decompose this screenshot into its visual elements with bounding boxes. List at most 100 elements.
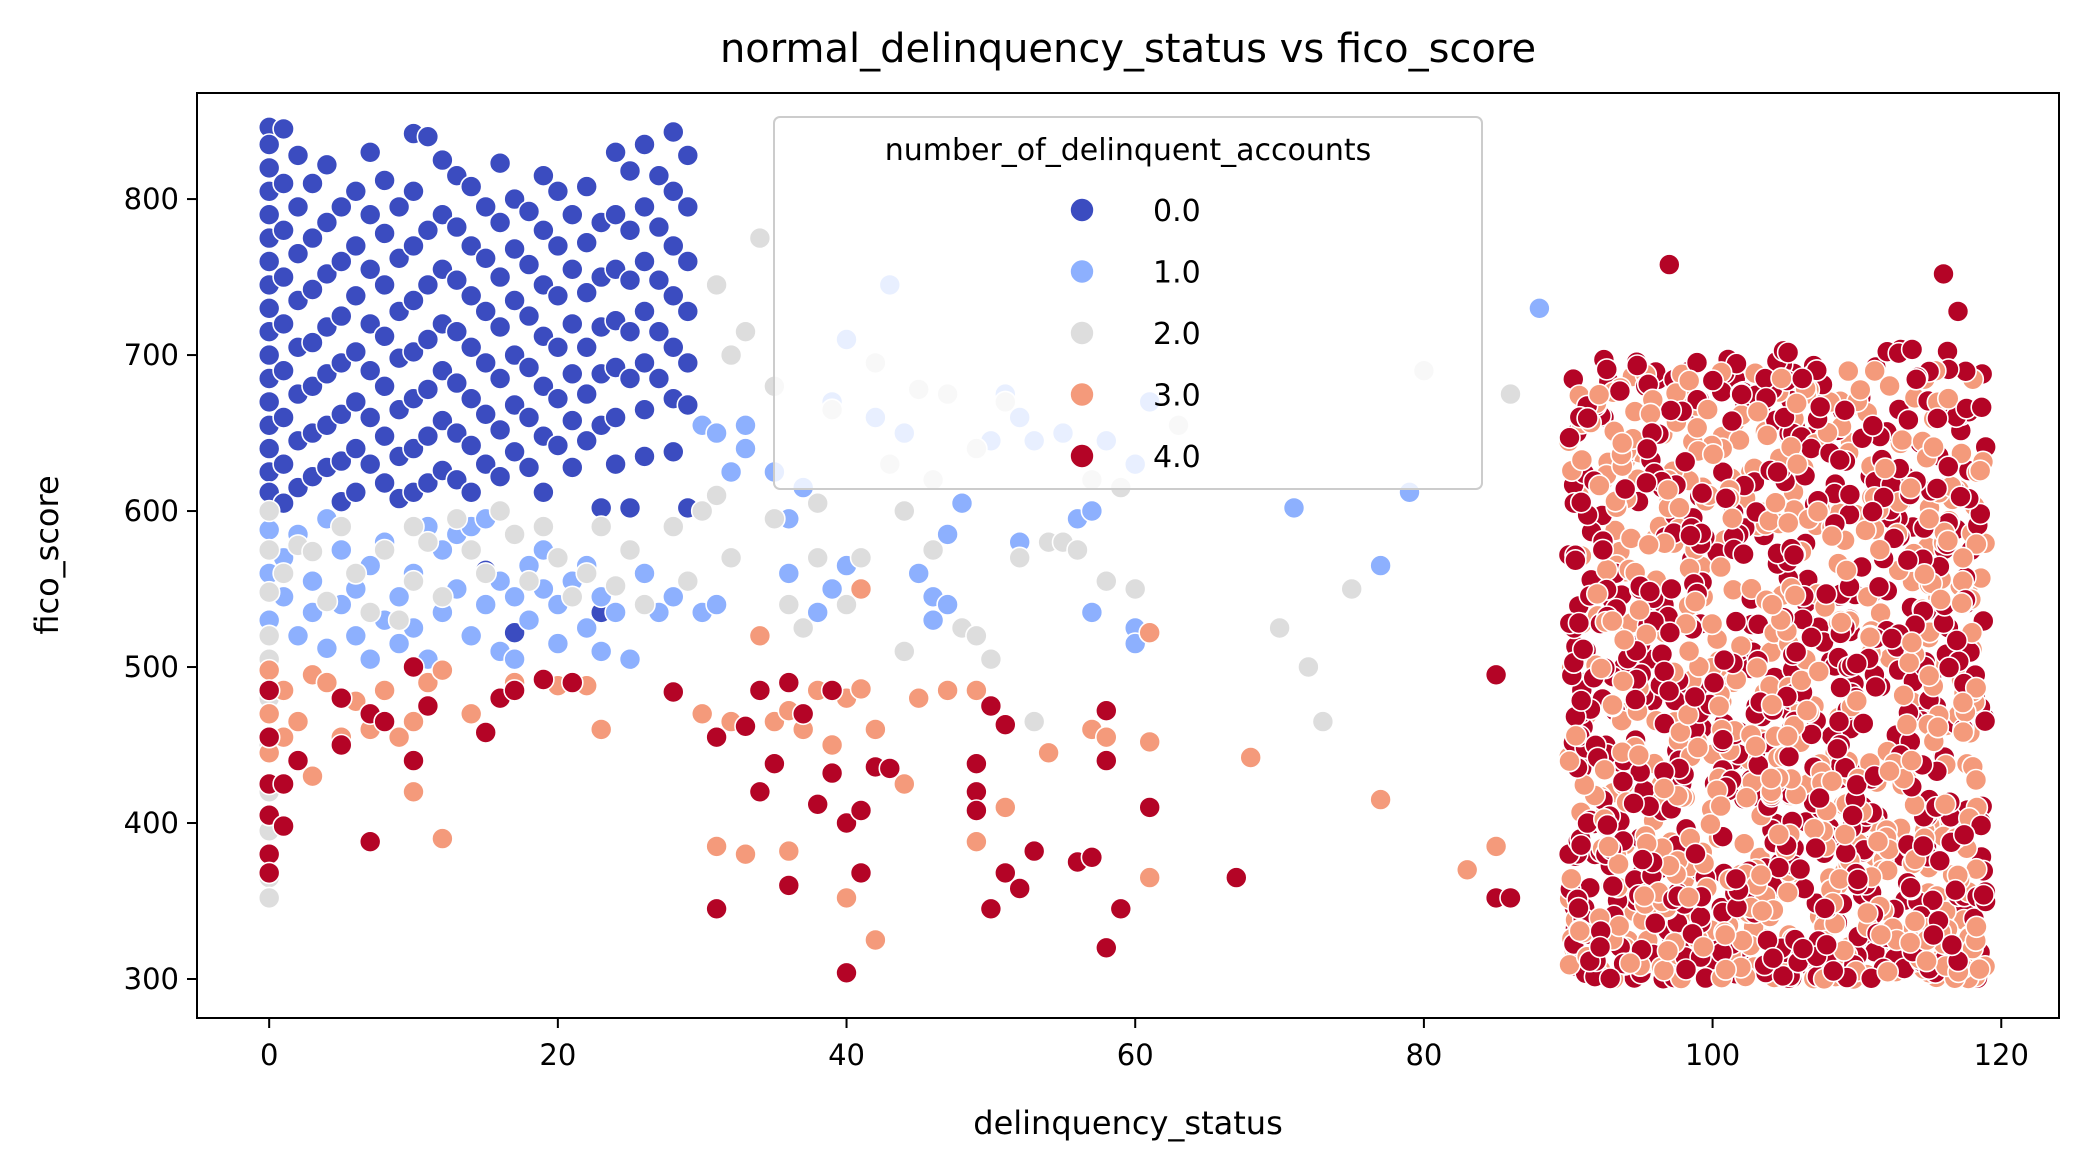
data-point-0-0 <box>301 172 324 195</box>
data-point-0-0 <box>358 257 382 281</box>
data-point-2-0 <box>618 538 642 562</box>
data-point-0-0 <box>272 312 295 336</box>
data-point-3-0 <box>1656 478 1680 502</box>
data-point-3-0 <box>1589 657 1613 680</box>
data-point-0-0 <box>272 172 295 195</box>
data-point-2-0 <box>1022 710 1046 733</box>
data-point-0-0 <box>358 203 382 226</box>
data-point-4-0 <box>1657 679 1681 703</box>
data-point-4-0 <box>1861 500 1884 524</box>
data-point-0-0 <box>373 169 396 192</box>
data-point-4-0 <box>965 752 988 776</box>
data-point-0-0 <box>474 300 498 323</box>
data-point-3-0 <box>1785 392 1808 415</box>
data-point-4-0 <box>777 874 801 897</box>
data-point-0-0 <box>416 328 440 351</box>
data-point-4-0 <box>777 671 801 694</box>
data-point-4-0 <box>835 961 858 985</box>
data-point-0-0 <box>503 621 526 645</box>
legend-label: 2.0 <box>1153 317 1201 352</box>
data-point-0-0 <box>676 393 700 417</box>
data-point-3-0 <box>1652 959 1676 982</box>
data-point-0-0 <box>661 180 685 203</box>
data-point-1-0 <box>546 632 570 655</box>
data-point-0-0 <box>575 231 599 254</box>
data-point-0-0 <box>402 340 425 364</box>
data-point-3-0 <box>1735 786 1758 810</box>
data-point-3-0 <box>1597 835 1620 858</box>
data-point-1-0 <box>734 413 757 437</box>
data-point-1-0 <box>705 421 728 445</box>
data-point-3-0 <box>1369 788 1392 811</box>
data-point-4-0 <box>1922 923 1945 947</box>
data-point-4-0 <box>1567 611 1591 635</box>
data-point-3-0 <box>431 658 454 682</box>
data-point-4-0 <box>1660 577 1683 601</box>
data-point-4-0 <box>257 861 281 885</box>
data-point-4-0 <box>329 733 353 757</box>
data-point-4-0 <box>1822 959 1845 983</box>
data-point-3-0 <box>1837 359 1860 383</box>
data-point-3-0 <box>1558 749 1581 773</box>
data-point-4-0 <box>1777 745 1801 769</box>
data-point-0-0 <box>575 429 599 453</box>
data-point-0-0 <box>358 406 382 429</box>
legend-marker <box>1069 443 1095 469</box>
data-point-4-0 <box>1969 502 1992 526</box>
data-point-4-0 <box>979 694 1003 718</box>
data-point-4-0 <box>1569 833 1593 857</box>
data-point-4-0 <box>1724 867 1748 891</box>
data-point-2-0 <box>835 593 858 616</box>
data-point-4-0 <box>1571 637 1595 661</box>
data-point-3-0 <box>1820 769 1844 793</box>
data-point-4-0 <box>1569 490 1593 514</box>
data-point-0-0 <box>575 335 599 359</box>
data-point-0-0 <box>329 250 353 273</box>
data-point-4-0 <box>1973 709 1997 733</box>
data-point-0-0 <box>272 406 295 429</box>
data-point-0-0 <box>474 402 498 426</box>
y-tick-label: 400 <box>124 806 179 840</box>
data-point-1-0 <box>329 538 353 562</box>
data-point-3-0 <box>1656 939 1680 963</box>
data-point-0-0 <box>272 265 295 289</box>
data-point-3-0 <box>1652 777 1676 800</box>
data-point-2-0 <box>777 593 801 616</box>
data-point-4-0 <box>979 897 1003 921</box>
data-point-0-0 <box>647 268 671 292</box>
data-point-2-0 <box>546 546 570 570</box>
data-point-3-0 <box>892 772 916 796</box>
data-point-3-0 <box>1898 931 1922 954</box>
data-point-0-0 <box>272 452 295 476</box>
data-point-0-0 <box>647 215 671 239</box>
data-point-3-0 <box>1965 532 1988 556</box>
data-point-4-0 <box>1702 671 1726 695</box>
data-point-4-0 <box>1932 262 1955 286</box>
data-point-0-0 <box>560 456 584 479</box>
data-point-4-0 <box>1827 710 1851 733</box>
data-point-3-0 <box>1595 558 1619 582</box>
data-point-0-0 <box>402 234 425 258</box>
data-point-4-0 <box>993 861 1017 885</box>
data-point-0-0 <box>575 175 599 198</box>
data-point-4-0 <box>1829 676 1852 699</box>
x-tick-label: 60 <box>1117 1038 1154 1072</box>
data-point-0-0 <box>517 406 541 429</box>
data-point-4-0 <box>1784 640 1808 664</box>
data-point-3-0 <box>387 725 411 749</box>
data-point-0-0 <box>474 452 498 476</box>
data-point-4-0 <box>1712 648 1736 672</box>
data-point-4-0 <box>1937 455 1960 479</box>
data-point-3-0 <box>1628 598 1651 622</box>
data-point-3-0 <box>965 679 988 702</box>
data-point-3-0 <box>1633 884 1656 908</box>
data-point-4-0 <box>1925 477 1949 500</box>
data-point-3-0 <box>1759 767 1783 790</box>
data-point-4-0 <box>1791 937 1815 961</box>
data-point-2-0 <box>272 562 295 585</box>
data-point-3-0 <box>1037 741 1060 765</box>
data-point-0-0 <box>474 351 498 375</box>
data-point-3-0 <box>1807 660 1831 683</box>
data-point-0-0 <box>604 203 627 226</box>
data-point-0-0 <box>503 440 526 464</box>
